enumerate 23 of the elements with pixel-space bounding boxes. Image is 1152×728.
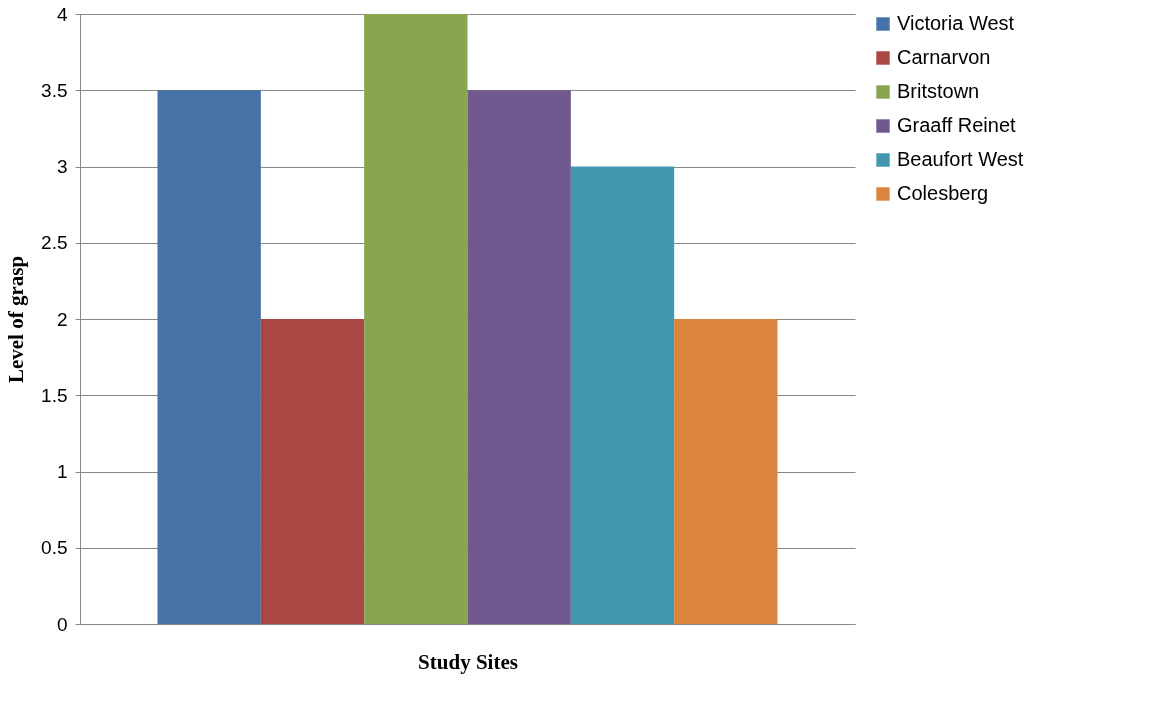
y-axis-title: Level of grasp [4, 255, 29, 384]
legend-label: Carnarvon [897, 46, 991, 68]
x-axis-title: Study Sites [418, 649, 518, 674]
y-tick-label: 2 [56, 308, 68, 330]
bar [260, 319, 365, 624]
legend-label: Graaff Reinet [897, 114, 1017, 136]
y-tick-label: 0.5 [41, 537, 68, 559]
y-tick-label: 3.5 [41, 79, 68, 101]
bar [674, 319, 778, 624]
y-tick-label: 4 [56, 3, 68, 25]
y-tick-label: 0 [56, 613, 68, 635]
legend-label: Britstown [897, 80, 980, 102]
legend-label: Beaufort West [897, 148, 1024, 170]
bar [467, 90, 571, 624]
y-tick-label: 2.5 [41, 232, 68, 254]
bar [364, 14, 468, 624]
y-tick-label: 3 [56, 156, 68, 177]
bar [570, 166, 675, 624]
bar [157, 90, 261, 624]
y-tick-label: 1 [56, 461, 68, 482]
legend-label: Victoria West [897, 12, 1015, 34]
legend-label: Colesberg [897, 182, 989, 204]
y-tick-label: 1.5 [41, 384, 68, 406]
